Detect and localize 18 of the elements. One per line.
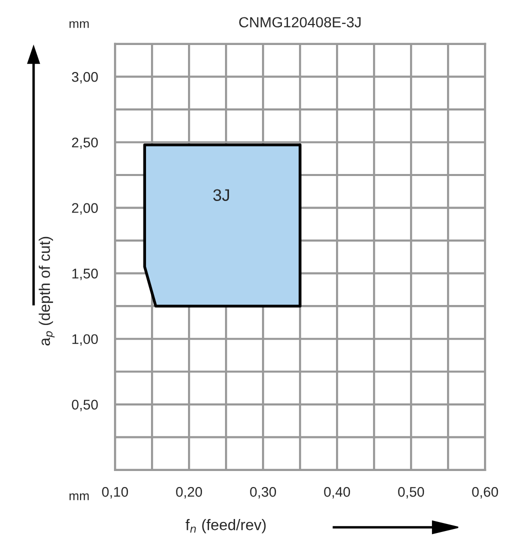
text: mm [70,493,89,500]
y-tick-label: 3,00 [72,72,98,84]
x-tick-label: 0,10 [102,486,128,498]
x-tick-label: 0,60 [472,486,498,498]
y-axis-title: a$_{p}$ (depth of cut) [38,236,55,346]
x-tick-label: 0,20 [176,486,202,498]
text: mm [70,21,89,28]
y-tick-label: 1,00 [72,334,98,346]
y-tick-label: 1,50 [72,268,98,280]
x-tick-label: 0,30 [250,486,276,498]
chart-title: CNMG120408E-3J [239,17,361,28]
x-tick-label: 0,50 [398,486,424,498]
x-axis-title: f$_{n}$ (feed/rev) [186,519,266,534]
annotation: 3J [213,189,229,202]
x-tick-label: 0,40 [324,486,350,498]
y-tick-label: 2,50 [72,138,98,150]
y-tick-label: 2,00 [72,203,98,215]
y-tick-label: 0,50 [72,400,98,412]
